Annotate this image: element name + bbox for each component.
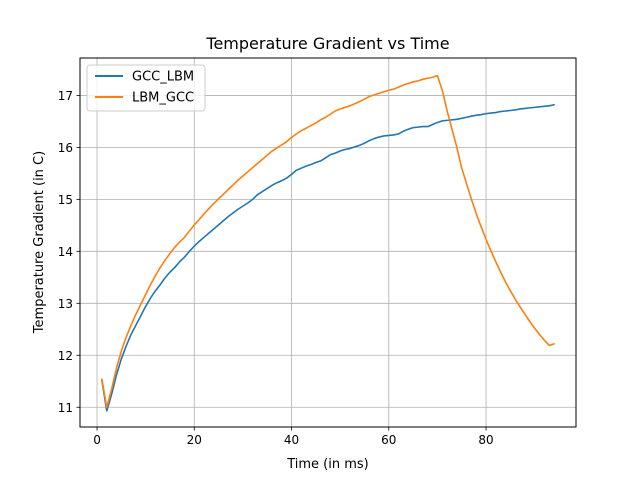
x-tick-label: 60	[381, 433, 396, 447]
y-axis-label: Temperature Gradient (in C)	[32, 151, 47, 334]
y-tick-label: 11	[58, 401, 73, 415]
series-lines	[101, 74, 555, 412]
y-tick-label: 14	[58, 245, 73, 259]
legend-label-gcc-lbm: GCC_LBM	[132, 70, 194, 85]
y-tick-label: 17	[58, 89, 73, 103]
grid-lines	[80, 58, 576, 427]
y-tick-label: 15	[58, 193, 73, 207]
x-tick-label: 0	[93, 433, 101, 447]
legend-label-lbm-gcc: LBM_GCC	[132, 91, 194, 106]
chart-title: Temperature Gradient vs Time	[205, 34, 449, 53]
x-tick-label: 40	[284, 433, 299, 447]
x-tick-label: 80	[478, 433, 493, 447]
y-tick-label: 12	[58, 349, 73, 363]
axis-ticks: 0 20 40 60 80 11 12 13 14 15 16 17	[58, 89, 494, 447]
x-tick-label: 20	[187, 433, 202, 447]
axes-frame	[79, 57, 577, 428]
series-line-lbm-gcc	[101, 74, 555, 409]
y-tick-label: 16	[58, 141, 73, 155]
x-axis-label: Time (in ms)	[286, 457, 369, 472]
legend: GCC_LBM LBM_GCC	[86, 64, 206, 112]
y-tick-label: 13	[58, 297, 73, 311]
series-line-gcc-lbm	[101, 103, 555, 412]
